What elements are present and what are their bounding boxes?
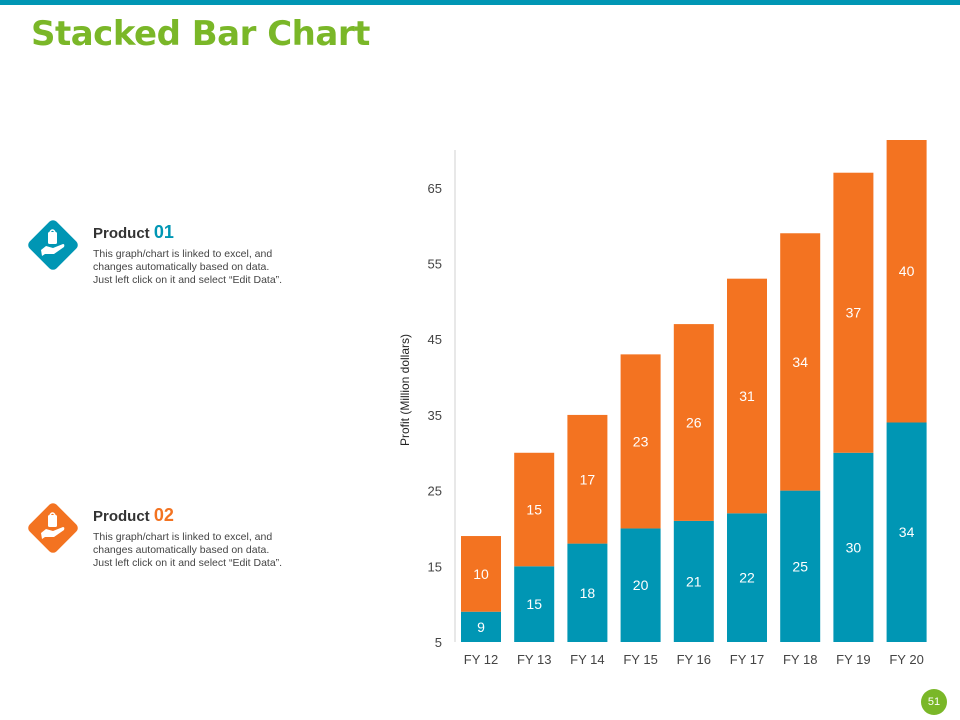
page-title: Stacked Bar Chart <box>31 14 370 54</box>
bar-value-label: 10 <box>473 566 489 582</box>
bar-value-label: 9 <box>477 619 485 635</box>
x-tick-label: FY 12 <box>464 652 498 667</box>
legend-label: Product 02 <box>93 505 174 526</box>
bar-segment <box>727 278 767 514</box>
bar-value-label: 37 <box>846 305 862 321</box>
bar-value-label: 15 <box>526 502 542 518</box>
bar-segment <box>886 422 927 642</box>
y-tick-label: 45 <box>428 332 442 347</box>
bar-value-label: 34 <box>792 354 808 370</box>
bar-value-label: 40 <box>899 263 915 279</box>
legend-description: This graph/chart is linked to excel, and… <box>93 531 333 570</box>
bar-value-label: 34 <box>899 524 915 540</box>
x-tick-label: FY 13 <box>517 652 551 667</box>
legend-number: 02 <box>153 505 174 525</box>
bar-segment <box>567 543 608 642</box>
bar-segment <box>620 528 661 642</box>
y-tick-label: 65 <box>428 181 442 196</box>
bar-segment <box>673 520 714 642</box>
y-axis-title: Profit (Million dollars) <box>398 334 412 446</box>
x-tick-label: FY 15 <box>623 652 657 667</box>
description-line: This graph/chart is linked to excel, and <box>93 531 273 543</box>
legend-description: This graph/chart is linked to excel, and… <box>93 248 333 287</box>
bar-segment <box>727 513 767 642</box>
hand-holding-bag-icon <box>41 229 65 256</box>
bar-value-label: 22 <box>739 570 755 586</box>
bar-value-label: 31 <box>739 388 755 404</box>
x-tick-label: FY 17 <box>730 652 764 667</box>
bar-value-label: 18 <box>580 585 596 601</box>
bar-segment <box>780 490 821 642</box>
bar-value-label: 25 <box>792 558 808 574</box>
bar-segment <box>620 354 661 529</box>
description-line: changes automatically based on data. <box>93 261 270 273</box>
bar-value-label: 20 <box>633 577 649 593</box>
bar-value-label: 23 <box>633 433 649 449</box>
bar-value-label: 30 <box>846 539 862 555</box>
bar-value-label: 15 <box>526 596 542 612</box>
bar-segment <box>673 324 714 521</box>
description-line: This graph/chart is linked to excel, and <box>93 248 273 260</box>
x-tick-label: FY 20 <box>889 652 923 667</box>
bar-segment <box>833 452 874 642</box>
bar-segment <box>461 611 501 642</box>
bar-value-label: 21 <box>686 573 702 589</box>
stacked-bar-chart: 5 15 25 35 45 55 65 Profit (Million dollars) 9 10… <box>398 140 927 667</box>
x-tick-label: FY 16 <box>677 652 711 667</box>
y-tick-label: 5 <box>435 635 442 650</box>
bar-value-label: 17 <box>580 471 596 487</box>
bar-value-label: 26 <box>686 414 702 430</box>
legend-label: Product 01 <box>93 222 174 243</box>
top-accent-bar <box>0 0 960 5</box>
y-tick-label: 55 <box>428 257 442 272</box>
legend-number: 01 <box>153 222 174 242</box>
y-tick-label: 35 <box>428 408 442 423</box>
x-tick-label: FY 18 <box>783 652 817 667</box>
legend-label-text: Product <box>93 508 150 525</box>
bar-segment <box>886 140 927 423</box>
legend-product-01: Product 01 This graph/chart is linked to… <box>26 218 348 300</box>
y-tick-label: 25 <box>428 484 442 499</box>
x-tick-label: FY 14 <box>570 652 604 667</box>
bar-segment <box>567 414 608 544</box>
y-tick-label: 15 <box>428 559 442 574</box>
description-line: Just left click on it and select “Edit D… <box>93 274 283 286</box>
bar-segment <box>514 566 555 642</box>
hand-holding-bag-icon <box>41 512 65 539</box>
description-line: changes automatically based on data. <box>93 544 270 556</box>
legend-product-02: Product 02 This graph/chart is linked to… <box>26 501 348 583</box>
x-tick-label: FY 19 <box>836 652 870 667</box>
bar-segment <box>514 452 555 567</box>
bar-segment <box>833 172 874 453</box>
bar-segment <box>780 233 821 491</box>
legend-label-text: Product <box>93 225 150 242</box>
page-number: 51 <box>921 689 947 715</box>
description-line: Just left click on it and select “Edit D… <box>93 557 283 569</box>
bar-segment <box>461 536 501 612</box>
